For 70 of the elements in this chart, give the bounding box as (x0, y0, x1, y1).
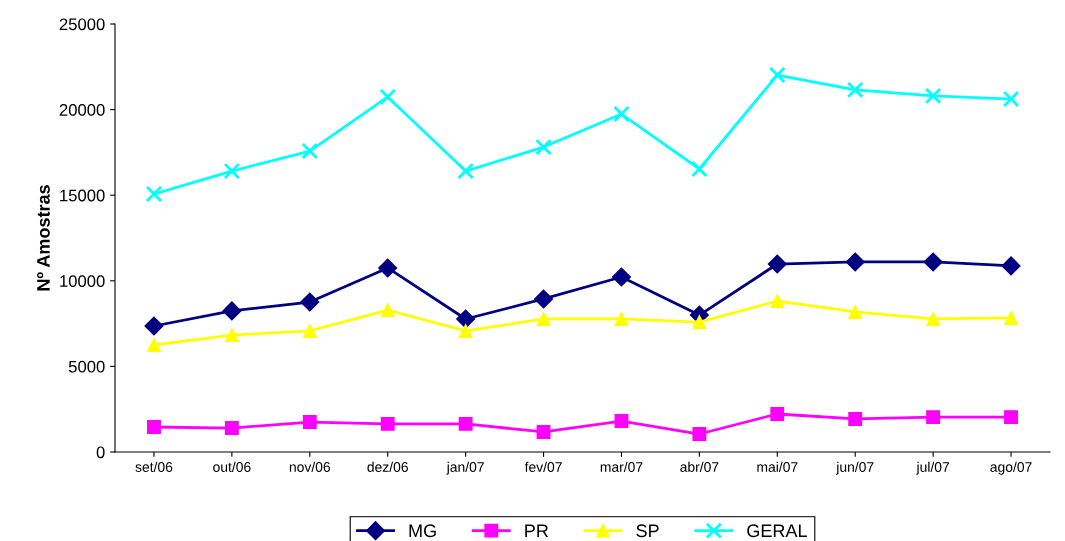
point (846, 81, 864, 99)
point (767, 254, 787, 274)
point (923, 252, 943, 272)
x-tick-label: nov/06 (289, 461, 331, 472)
point (300, 292, 320, 312)
point (1004, 311, 1018, 325)
point (845, 252, 865, 272)
point (378, 258, 398, 278)
x-tick-label: abr/07 (680, 461, 719, 472)
x-tick-label: mai/07 (757, 461, 798, 472)
point (692, 315, 707, 330)
y-tick-label: 20000 (59, 104, 105, 116)
y-tick-label: 15000 (60, 189, 105, 202)
point (1004, 410, 1018, 425)
point (457, 162, 474, 180)
legend-label: PR (525, 524, 549, 537)
point (848, 412, 863, 426)
point (456, 309, 476, 329)
point (614, 414, 629, 428)
point (1001, 256, 1021, 276)
x-tick-label: jun/07 (835, 461, 874, 475)
point (926, 410, 941, 425)
point (223, 162, 241, 180)
y-tick-label: 0 (96, 446, 105, 459)
point (614, 312, 629, 326)
point (380, 303, 395, 318)
y-tick-label: 5000 (68, 360, 105, 373)
point (613, 105, 630, 123)
point (144, 316, 164, 336)
y-axis-title: Nº Amostras (37, 185, 50, 291)
point (770, 407, 785, 421)
y-tick-label: 25000 (59, 18, 105, 31)
point (379, 88, 397, 106)
point (224, 328, 239, 343)
point (145, 185, 163, 203)
point (534, 289, 554, 309)
x-tick-label: dez/06 (367, 461, 408, 472)
point (768, 66, 786, 84)
point (458, 416, 473, 431)
point (224, 421, 239, 435)
point (458, 324, 473, 338)
point (536, 312, 551, 326)
point (147, 338, 161, 352)
x-tick-label: fev/07 (524, 461, 562, 472)
x-tick-label: jan/07 (446, 461, 484, 475)
point (536, 425, 551, 439)
legend-label: GERAL (747, 524, 807, 538)
point (692, 427, 707, 441)
point (535, 138, 552, 156)
y-tick-label: 10000 (60, 275, 105, 287)
point (302, 324, 317, 338)
legend-label: SP (636, 524, 659, 538)
point (301, 142, 319, 160)
point (380, 416, 395, 431)
point (924, 87, 942, 105)
point (1002, 90, 1020, 108)
x-tick-label: ago/07 (990, 461, 1032, 475)
point (611, 267, 631, 287)
point (848, 305, 863, 319)
x-tick-label: jul/07 (916, 461, 950, 475)
point (691, 160, 708, 178)
point (770, 294, 785, 308)
point (147, 420, 161, 434)
point (926, 312, 941, 326)
point (302, 415, 317, 429)
x-tick-label: mar/07 (600, 461, 643, 472)
x-tick-label: set/06 (135, 461, 173, 472)
point (222, 301, 242, 321)
x-tick-label: out/06 (213, 461, 251, 472)
legend-label: MG (409, 524, 436, 538)
